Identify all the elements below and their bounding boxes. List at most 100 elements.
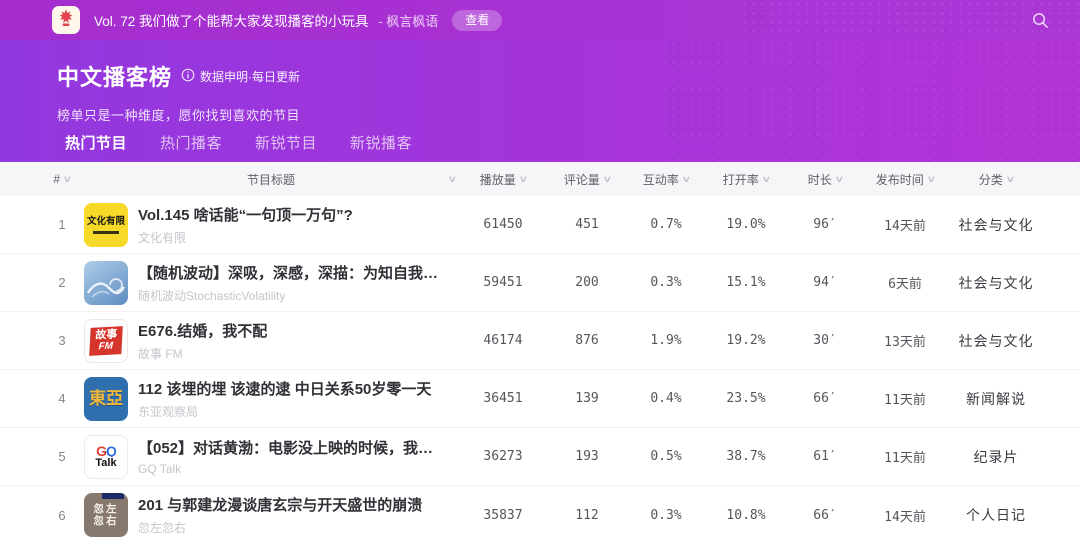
duration-value: 94′ [813, 275, 837, 290]
open-rate-value: 38.7% [726, 449, 766, 464]
sort-chevron-icon: ∨ [602, 173, 612, 184]
published-value: 13天前 [884, 335, 926, 350]
fengyan-fengyu-logo[interactable] [52, 6, 80, 34]
comments-value: 451 [575, 217, 599, 232]
rank-number: 4 [58, 391, 66, 406]
episode-title: 【052】对话黄渤：电影没上映的时候，我在做什么 [138, 440, 448, 457]
open-rate-value: 10.8% [726, 507, 766, 523]
chart-tabs: 热门节目 热门播客 新锐节目 新锐播客 [65, 132, 412, 153]
column-header-rank[interactable]: # ∨ [53, 172, 73, 186]
sort-chevron-icon: ∨ [761, 173, 771, 184]
table-row[interactable]: 2 【随机波动】深吸，深感，深描：为知自我的一百种努力 随机波动Stochast… [0, 254, 1080, 312]
sort-chevron-icon: ∨ [834, 173, 844, 184]
comments-value: 876 [575, 333, 599, 348]
comments-value: 193 [575, 449, 599, 464]
podcast-name: 文化有限 [138, 230, 187, 245]
table-row[interactable]: 5 GQ Talk 【052】对话黄渤：电影没上映的时候，我在做什么 GQ Ta… [0, 428, 1080, 486]
open-rate-value: 23.5% [726, 391, 766, 406]
podcast-name: 故事 FM [138, 346, 183, 361]
duration-value: 61′ [813, 449, 837, 464]
episode-title: 201 与郭建龙漫谈唐玄宗与开天盛世的崩溃 [138, 497, 423, 514]
column-header-published[interactable]: 发布时间 ∨ [875, 172, 936, 187]
sort-chevron-icon: ∨ [1005, 173, 1015, 184]
culture-limited-cover: 文化有限 [84, 202, 128, 247]
episode-title: E676.结婚，我不配 [138, 322, 268, 340]
data-statement-link[interactable]: 数据申明·每日更新 [181, 68, 300, 85]
sort-chevron-icon: ∨ [518, 173, 528, 184]
open-rate-value: 19.2% [726, 333, 766, 348]
episode-title-cell: Vol.145 啥话能“一句顶一万句”? 文化有限 [138, 204, 458, 246]
announcement-text: Vol. 72 我们做了个能帮大家发现播客的小玩具 - 枫言枫语 [94, 14, 439, 29]
sort-chevron-icon: ∨ [681, 173, 691, 184]
episode-title-cell: 【随机波动】深吸，深感，深描：为知自我的一百种努力 随机波动Stochastic… [138, 262, 458, 304]
comments-value: 139 [575, 391, 599, 406]
column-header-category[interactable]: 分类 ∨ [978, 172, 1015, 187]
column-header-open-rate[interactable]: 打开率 ∨ [722, 172, 771, 187]
episode-title-cell: 112 该埋的埋 该逮的逮 中日关系50岁零一天 东亚观察局 [138, 378, 458, 420]
podcast-name: 随机波动StochasticVolatility [138, 288, 286, 303]
view-button[interactable]: 查看 [452, 9, 503, 31]
table-row[interactable]: 3 故事 FM E676.结婚，我不配 故事 FM 46174 876 1.9%… [0, 312, 1080, 370]
sort-chevron-icon: ∨ [447, 173, 458, 184]
tab-new-episodes[interactable]: 新锐节目 [255, 135, 318, 152]
table-header-row: # ∨ 节目标题 ∨ 播放量 ∨ 评论量 ∨ 互动率 ∨ 打开率 ∨ 时长 ∨ 发布时间 ∨ 分… [0, 162, 1080, 196]
info-icon [181, 68, 195, 85]
page-subtitle: 榜单只是一种维度，愿你找到喜欢的节目 [57, 108, 301, 123]
episode-title: 112 该埋的埋 该逮的逮 中日关系50岁零一天 [138, 380, 432, 398]
table-row[interactable]: 1 文化有限 Vol.145 啥话能“一句顶一万句”? 文化有限 61450 4… [0, 196, 1080, 254]
plays-value: 35837 [483, 507, 523, 523]
plays-value: 59451 [483, 275, 523, 290]
gq-talk-cover: GQ Talk [84, 434, 128, 479]
interaction-value: 1.9% [650, 333, 682, 348]
plays-value: 46174 [483, 333, 523, 348]
page-title: 中文播客榜 [57, 65, 173, 90]
podcast-name: 东亚观察局 [138, 404, 199, 419]
open-rate-value: 15.1% [726, 275, 766, 290]
tab-hot-episodes[interactable]: 热门节目 [65, 135, 128, 152]
episode-title-cell: 【052】对话黄渤：电影没上映的时候，我在做什么 GQ Talk [138, 437, 458, 476]
podcast-name: GQ Talk [138, 462, 182, 476]
interaction-value: 0.5% [650, 449, 682, 464]
category-value: 社会与文化 [958, 274, 1034, 291]
sort-chevron-icon: ∨ [926, 173, 936, 184]
maple-leaf-icon [56, 8, 76, 33]
comments-value: 112 [575, 507, 599, 523]
column-header-plays[interactable]: 播放量 ∨ [479, 172, 528, 187]
column-header-comments[interactable]: 评论量 ∨ [563, 172, 612, 187]
rank-number: 1 [58, 217, 66, 232]
plays-value: 61450 [483, 217, 523, 232]
duration-value: 66′ [813, 391, 837, 406]
category-value: 社会与文化 [958, 332, 1034, 349]
table-row[interactable]: 4 東亞 112 该埋的埋 该逮的逮 中日关系50岁零一天 东亚观察局 3645… [0, 370, 1080, 428]
interaction-value: 0.3% [650, 507, 682, 523]
top-announcement-bar: Vol. 72 我们做了个能帮大家发现播客的小玩具 - 枫言枫语 查看 [0, 0, 1080, 40]
episode-title-cell: 201 与郭建龙漫谈唐玄宗与开天盛世的崩溃 忽左忽右 [138, 494, 458, 536]
column-header-duration[interactable]: 时长 ∨ [807, 172, 844, 187]
category-value: 新闻解说 [966, 390, 1026, 407]
interaction-value: 0.4% [650, 391, 682, 406]
tab-new-podcasts[interactable]: 新锐播客 [350, 135, 413, 152]
category-value: 纪录片 [973, 448, 1019, 465]
column-header-title[interactable]: 节目标题 ∨ [246, 172, 458, 187]
open-rate-value: 19.0% [726, 217, 766, 232]
column-header-interaction[interactable]: 互动率 ∨ [642, 172, 691, 187]
rank-number: 6 [58, 507, 66, 523]
duration-value: 66′ [813, 507, 837, 523]
comments-value: 200 [575, 275, 599, 290]
plays-value: 36273 [483, 449, 523, 464]
published-value: 11天前 [884, 451, 926, 466]
published-value: 14天前 [884, 219, 926, 234]
tab-hot-podcasts[interactable]: 热门播客 [160, 135, 223, 152]
interaction-value: 0.7% [650, 217, 682, 232]
podcast-name: 忽左忽右 [138, 521, 187, 535]
table-row[interactable]: 6 忽左 忽右 201 与郭建龙漫谈唐玄宗与开天盛世的崩溃 忽左忽右 35837… [0, 486, 1080, 544]
search-icon[interactable] [1028, 8, 1052, 32]
rank-number: 5 [58, 449, 66, 464]
info-note-label: 数据申明·每日更新 [200, 69, 301, 84]
category-value: 个人日记 [966, 507, 1026, 523]
huzuohuyou-cover: 忽左 忽右 [84, 493, 128, 537]
episode-title: 【随机波动】深吸，深感，深描：为知自我的一百种努力 [138, 264, 448, 282]
announcement-author: - 枫言枫语 [378, 14, 439, 29]
plays-value: 36451 [483, 391, 523, 406]
stochastic-volatility-cover [84, 260, 128, 305]
